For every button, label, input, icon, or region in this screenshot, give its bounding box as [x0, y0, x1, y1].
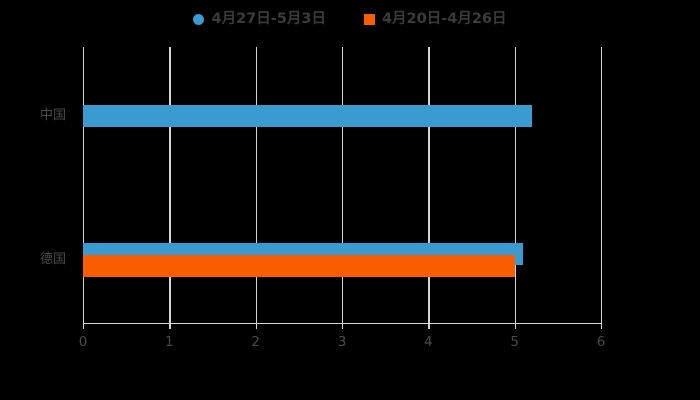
x-tick-mark-5 — [514, 323, 517, 329]
x-tick-label-4: 4 — [424, 334, 433, 350]
x-tick-label-5: 5 — [510, 334, 519, 350]
x-tick-mark-3 — [342, 323, 344, 329]
legend-label-1: 4月20日-4月26日 — [381, 10, 507, 27]
x-tick-mark-2 — [255, 323, 258, 329]
x-tick-mark-4 — [428, 323, 430, 329]
gridline-3 — [342, 47, 344, 323]
gridline-6 — [601, 47, 603, 323]
legend-item-0[interactable]: 4月27日-5月3日 — [193, 10, 326, 27]
gridline-4 — [428, 47, 430, 323]
legend-circle-marker-icon — [193, 13, 205, 25]
plot-area — [83, 47, 603, 323]
x-tick-mark-1 — [169, 323, 171, 329]
x-tick-mark-6 — [601, 323, 603, 329]
x-tick-label-1: 1 — [165, 334, 174, 350]
gridline-2 — [255, 47, 258, 323]
x-tick-label-2: 2 — [251, 334, 260, 350]
y-category-label-germany: 德国 — [39, 252, 66, 267]
x-tick-label-0: 0 — [78, 334, 88, 350]
x-tick-label-6: 6 — [596, 334, 606, 350]
bar-germany-series-1[interactable] — [83, 255, 515, 277]
gridline-5 — [514, 47, 517, 323]
gridline-0 — [83, 47, 85, 323]
y-category-label-china: 中国 — [39, 108, 66, 123]
legend-square-marker-icon — [363, 13, 375, 25]
x-tick-mark-0 — [83, 323, 85, 329]
gridline-1 — [169, 47, 171, 323]
x-tick-label-3: 3 — [337, 334, 347, 350]
chart-legend: 4月27日-5月3日 4月20日-4月26日 — [0, 6, 700, 32]
legend-label-0: 4月27日-5月3日 — [211, 10, 326, 27]
bar-china-series-0[interactable] — [83, 105, 532, 127]
legend-item-1[interactable]: 4月20日-4月26日 — [363, 10, 507, 27]
y-axis-labels: 中国 德国 — [0, 0, 72, 400]
